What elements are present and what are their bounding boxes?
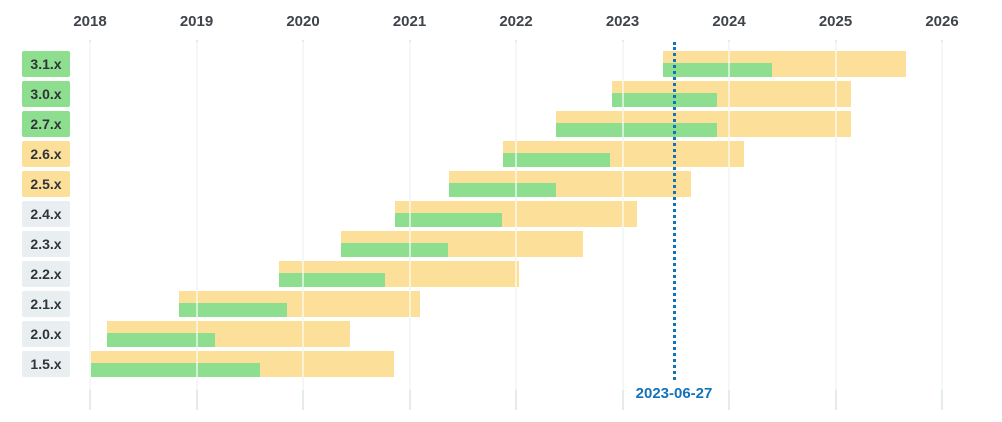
year-tick-label: 2018 (73, 13, 107, 30)
today-marker-line (673, 42, 677, 380)
today-date-label: 2023-06-27 (635, 385, 713, 402)
active-support-bar (278, 273, 385, 287)
active-support-bar (556, 123, 718, 137)
version-label: 2.7.x (22, 111, 70, 137)
active-support-bar (611, 93, 718, 107)
year-gridline-overlay (941, 42, 943, 390)
active-support-bar (341, 243, 448, 257)
year-tick-label: 2025 (818, 13, 853, 30)
year-gridline-overlay (302, 42, 304, 390)
active-support-bar (503, 153, 610, 167)
active-support-bar (448, 183, 557, 197)
year-tick-label: 2021 (392, 13, 427, 30)
year-tick-label: 2019 (179, 13, 214, 30)
year-tick-label: 2024 (712, 13, 746, 30)
version-label: 2.5.x (22, 171, 70, 197)
active-support-bar (662, 63, 772, 77)
active-support-bar (179, 303, 288, 317)
year-tick-label: 2026 (925, 13, 959, 30)
year-gridline-overlay (195, 42, 198, 390)
version-label: 2.4.x (22, 201, 70, 227)
year-gridline-overlay (408, 42, 411, 390)
version-label: 2.6.x (22, 141, 70, 167)
year-tick-label: 2020 (286, 13, 320, 30)
year-gridline-overlay (621, 42, 624, 390)
version-label: 3.0.x (22, 81, 70, 107)
version-label: 3.1.x (22, 51, 70, 77)
year-gridline-overlay (515, 42, 517, 390)
year-gridline-overlay (89, 42, 91, 390)
active-support-bar (107, 333, 215, 347)
version-label: 2.2.x (22, 261, 70, 287)
year-tick-label: 2022 (499, 13, 533, 30)
active-support-bar (91, 363, 261, 377)
active-support-bar (394, 213, 503, 227)
year-gridline-overlay (834, 42, 837, 390)
version-label: 2.0.x (22, 321, 70, 347)
version-label: 2.1.x (22, 291, 70, 317)
version-label: 1.5.x (22, 351, 70, 377)
year-tick-label: 2023 (605, 13, 640, 30)
year-gridline-overlay (728, 42, 730, 390)
version-label: 2.3.x (22, 231, 70, 257)
